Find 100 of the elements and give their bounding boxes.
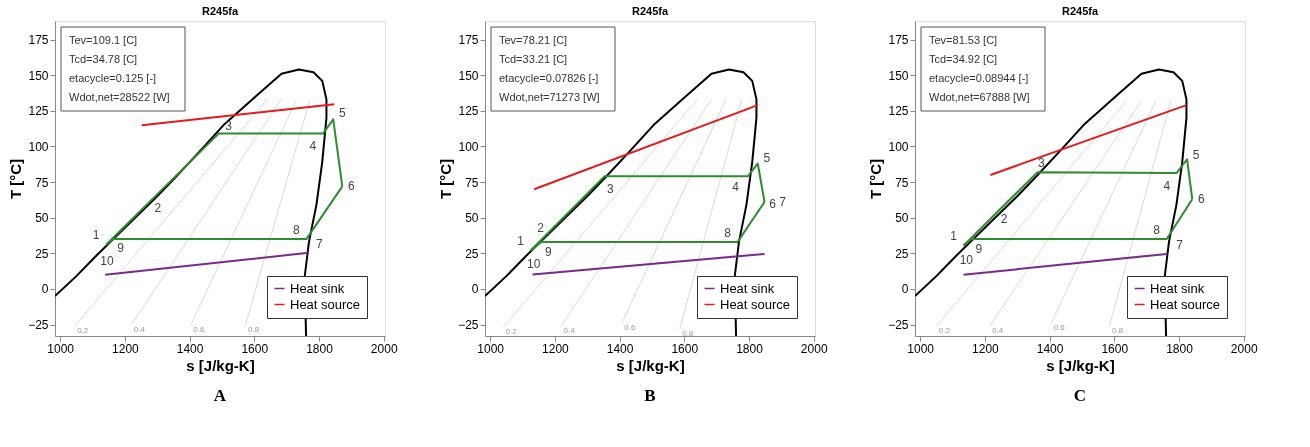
y-tick-label: 0 [41,282,49,297]
x-axis-title: s [J/kg-K] [1046,356,1115,374]
legend-label: Heat source [290,296,361,312]
x-tick-label: 1600 [241,341,269,356]
annotation: 9 [975,241,983,256]
x-tick-label: 1800 [306,341,334,356]
legend-label: Heat sink [720,280,775,296]
annotation: 7 [316,237,324,252]
x-tick-label: 1800 [736,341,764,356]
annotation: 0.2 [505,327,518,337]
y-tick-label: 150 [458,68,479,83]
x-tick-label: 2000 [800,341,828,356]
y-tick-label: 50 [895,211,909,226]
legend-label: Heat sink [1150,280,1205,296]
annotation: 1 [92,227,100,242]
annotation: Wdot,net=71273 [W] [499,91,600,103]
annotation: 10 [100,254,114,269]
annotation: 2 [154,200,162,215]
x-tick-label: 1400 [1036,341,1064,356]
y-tick-label: 125 [28,104,49,119]
annotation: 3 [607,182,615,197]
text: B [644,386,656,405]
annotation: 0.6 [1053,323,1066,333]
y-tick-label: 75 [465,175,479,190]
y-axis-title: T [°C] [437,158,455,200]
x-tick-label: 1200 [972,341,1000,356]
chart-title: R245fa [201,5,239,17]
text: A [213,386,227,405]
annotation: 0.4 [133,324,146,334]
x-tick-label: 1600 [1101,341,1129,356]
y-tick-label: −25 [888,318,909,333]
y-tick-label: 50 [465,211,479,226]
y-axis-title: T [°C] [867,158,885,200]
annotation: 8 [1153,222,1161,237]
annotation: Wdot,net=67888 [W] [929,91,1030,103]
annotation: etacycle=0.08944 [-] [929,72,1029,84]
y-tick-label: 25 [895,246,909,261]
annotation: 10 [527,257,541,272]
x-tick-label: 2000 [370,341,398,356]
y-tick-label: 175 [888,33,909,48]
annotation: 7 [779,195,787,210]
chart-title: R245fa [631,5,669,17]
y-tick-label: 25 [35,246,49,261]
annotation: 4 [732,180,740,195]
annotation: Tcd=34.78 [C] [69,53,138,65]
x-tick-label: 1400 [176,341,204,356]
annotation: 6 [347,179,355,194]
legend-label: Heat source [720,296,791,312]
annotation: 0.6 [193,324,205,334]
annotation: 0.8 [682,328,694,338]
annotation: 2 [537,221,545,236]
y-tick-label: 50 [35,211,49,226]
annotation: 0.4 [563,326,576,336]
annotation: etacycle=0.07826 [-] [499,72,599,84]
x-tick-label: 1200 [542,341,570,356]
annotation: 0.4 [992,326,1004,336]
annotation: 4 [1163,178,1171,193]
y-tick-label: 175 [458,33,479,48]
annotation: 5 [763,150,771,165]
y-tick-label: 150 [28,68,49,83]
annotation: 10 [959,252,974,267]
x-tick-label: 1000 [907,341,935,356]
legend-label: Heat sink [290,280,345,296]
y-tick-label: 100 [888,139,909,154]
annotation: 7 [1176,237,1184,252]
annotation: 8 [724,225,732,240]
y-tick-label: 125 [458,104,479,119]
annotation: Wdot,net=28522 [W] [69,91,170,103]
y-tick-label: 75 [35,175,49,190]
annotation: 6 [769,197,777,212]
annotation: 1 [517,234,525,249]
x-tick-label: 1000 [47,341,75,356]
x-tick-label: 1200 [112,341,140,356]
annotation: 2 [1000,212,1008,227]
annotation: 5 [1192,148,1200,163]
annotation: 5 [338,106,346,121]
y-tick-label: 25 [465,246,479,261]
annotation: 0.2 [77,326,89,336]
annotation: Tcd=33.21 [C] [499,53,568,65]
x-axis-title: s [J/kg-K] [186,356,255,374]
legend-label: Heat source [1150,296,1221,312]
x-tick-label: 1600 [671,341,699,356]
y-tick-label: 125 [888,104,909,119]
annotation: 6 [1197,192,1205,207]
annotation: etacycle=0.125 [-] [69,72,157,84]
annotation: 3 [225,118,233,133]
x-tick-label: 1400 [606,341,634,356]
y-tick-label: 150 [888,68,909,83]
x-tick-label: 1800 [1166,341,1194,356]
annotation: 0.2 [938,326,951,336]
y-tick-label: 0 [901,282,909,297]
chart-title: R245fa [1061,5,1099,17]
annotation: Tev=81.53 [C] [929,34,998,46]
annotation: Tev=109.1 [C] [69,34,138,46]
annotation: 4 [309,138,317,153]
x-tick-label: 1000 [477,341,505,356]
annotation: Tev=78.21 [C] [499,34,568,46]
y-tick-label: −25 [28,318,49,333]
x-axis-title: s [J/kg-K] [616,356,685,374]
y-tick-label: 0 [471,282,479,297]
